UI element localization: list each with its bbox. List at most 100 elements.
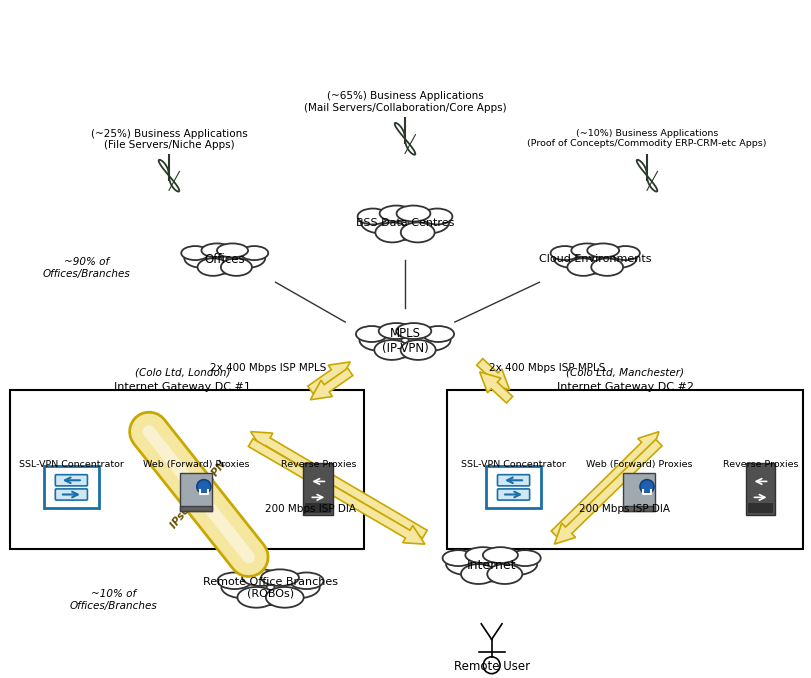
Ellipse shape: [217, 243, 248, 258]
Ellipse shape: [509, 550, 541, 566]
Ellipse shape: [217, 572, 251, 589]
Text: (Colo Ltd, Manchester): (Colo Ltd, Manchester): [566, 368, 684, 378]
Text: ~10% of
Offices/Branches: ~10% of Offices/Branches: [69, 589, 157, 611]
Ellipse shape: [198, 258, 229, 276]
Ellipse shape: [423, 326, 454, 342]
Ellipse shape: [611, 246, 640, 260]
Ellipse shape: [375, 340, 410, 360]
Ellipse shape: [422, 209, 453, 224]
Ellipse shape: [587, 243, 619, 258]
Text: Internet: Internet: [467, 559, 517, 572]
Text: Internet Gateway DC #2: Internet Gateway DC #2: [556, 382, 693, 392]
FancyBboxPatch shape: [180, 473, 212, 511]
FancyArrow shape: [248, 439, 425, 544]
Ellipse shape: [568, 258, 599, 276]
Ellipse shape: [599, 249, 637, 268]
Text: SSL-VPN Concentrator: SSL-VPN Concentrator: [461, 460, 566, 468]
Ellipse shape: [466, 552, 518, 582]
Ellipse shape: [401, 222, 435, 243]
FancyBboxPatch shape: [748, 503, 774, 513]
FancyBboxPatch shape: [745, 464, 775, 515]
Ellipse shape: [443, 550, 474, 566]
FancyBboxPatch shape: [486, 466, 541, 508]
Text: Cloud Environments: Cloud Environments: [539, 254, 651, 264]
Ellipse shape: [242, 574, 299, 605]
Ellipse shape: [551, 246, 579, 260]
Ellipse shape: [221, 258, 252, 276]
FancyBboxPatch shape: [497, 489, 530, 500]
Text: 200 Mbps ISP DIA: 200 Mbps ISP DIA: [578, 504, 670, 515]
Text: Web (Forward) Proxies: Web (Forward) Proxies: [586, 460, 693, 468]
Ellipse shape: [201, 247, 248, 274]
Ellipse shape: [380, 210, 431, 240]
Ellipse shape: [359, 329, 401, 351]
Ellipse shape: [266, 587, 303, 607]
Ellipse shape: [240, 246, 268, 260]
FancyArrow shape: [477, 359, 509, 390]
FancyBboxPatch shape: [55, 475, 88, 486]
Text: Remote User: Remote User: [453, 660, 530, 673]
Ellipse shape: [446, 553, 488, 575]
Ellipse shape: [409, 329, 451, 351]
Text: Reverse Proxies: Reverse Proxies: [281, 460, 356, 468]
Text: 2x 400 Mbps ISP MPLS: 2x 400 Mbps ISP MPLS: [489, 363, 606, 373]
FancyBboxPatch shape: [623, 506, 655, 511]
Ellipse shape: [184, 249, 221, 268]
FancyArrow shape: [551, 432, 659, 538]
FancyBboxPatch shape: [44, 466, 99, 508]
Circle shape: [640, 479, 654, 494]
FancyArrow shape: [308, 362, 350, 393]
Text: SSL-VPN Concentrator: SSL-VPN Concentrator: [19, 460, 124, 468]
FancyBboxPatch shape: [306, 503, 332, 513]
Text: (~25%) Business Applications
(File Servers/Niche Apps): (~25%) Business Applications (File Serve…: [91, 129, 247, 151]
Ellipse shape: [181, 246, 209, 260]
Ellipse shape: [571, 247, 619, 274]
Ellipse shape: [571, 243, 603, 258]
Ellipse shape: [379, 323, 414, 339]
Ellipse shape: [487, 564, 522, 584]
FancyBboxPatch shape: [497, 475, 530, 486]
FancyBboxPatch shape: [447, 390, 804, 549]
Ellipse shape: [228, 249, 265, 268]
Ellipse shape: [483, 547, 518, 563]
FancyArrow shape: [555, 439, 662, 544]
FancyArrow shape: [251, 432, 427, 538]
Ellipse shape: [554, 249, 592, 268]
Ellipse shape: [496, 553, 537, 575]
Circle shape: [197, 479, 211, 494]
Polygon shape: [637, 160, 657, 192]
Polygon shape: [395, 123, 415, 155]
Text: (~10%) Business Applications
(Proof of Concepts/Commodity ERP-CRM-etc Apps): (~10%) Business Applications (Proof of C…: [527, 129, 766, 148]
Text: MPLS
(IP-VPN): MPLS (IP-VPN): [382, 327, 428, 355]
FancyArrow shape: [479, 372, 513, 403]
Ellipse shape: [380, 205, 414, 222]
FancyBboxPatch shape: [180, 506, 212, 511]
Ellipse shape: [401, 340, 436, 360]
Text: Internet Gateway DC #1: Internet Gateway DC #1: [114, 382, 251, 392]
Ellipse shape: [274, 576, 320, 599]
Ellipse shape: [591, 258, 623, 276]
FancyArrow shape: [311, 368, 353, 400]
Ellipse shape: [201, 243, 233, 258]
Ellipse shape: [397, 205, 431, 222]
Text: IPsec S2S vPN: IPsec S2S vPN: [169, 459, 229, 530]
Polygon shape: [159, 160, 179, 192]
Text: 2x 400 Mbps ISP MPLS: 2x 400 Mbps ISP MPLS: [210, 363, 327, 373]
Ellipse shape: [290, 572, 324, 589]
Text: Web (Forward) Proxies: Web (Forward) Proxies: [143, 460, 249, 468]
Ellipse shape: [242, 570, 280, 586]
FancyBboxPatch shape: [10, 390, 364, 549]
Text: ~90% of
Offices/Branches: ~90% of Offices/Branches: [42, 258, 131, 279]
Ellipse shape: [379, 327, 431, 357]
Text: Remote Office Branches
(ROBOs): Remote Office Branches (ROBOs): [203, 577, 338, 599]
Ellipse shape: [221, 576, 267, 599]
Ellipse shape: [261, 570, 299, 586]
Text: Reverse Proxies: Reverse Proxies: [723, 460, 798, 468]
Text: (~65%) Business Applications
(Mail Servers/Collaboration/Core Apps): (~65%) Business Applications (Mail Serve…: [303, 91, 506, 113]
Ellipse shape: [461, 564, 496, 584]
Text: 200 Mbps ISP DIA: 200 Mbps ISP DIA: [265, 504, 356, 515]
FancyBboxPatch shape: [623, 473, 655, 511]
Ellipse shape: [466, 547, 500, 563]
Text: (Colo Ltd, London): (Colo Ltd, London): [135, 368, 230, 378]
Ellipse shape: [358, 209, 388, 224]
